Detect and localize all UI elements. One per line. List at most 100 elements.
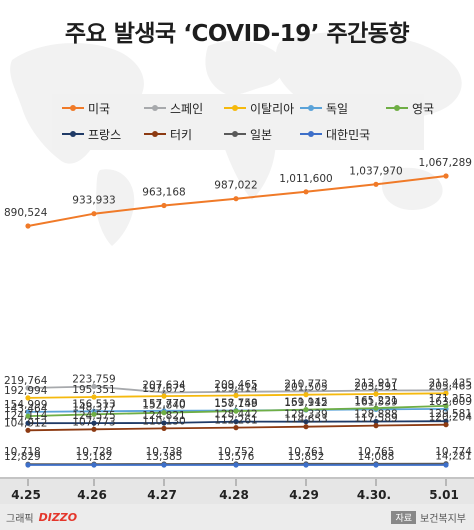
data-label: 10,761: [288, 446, 325, 458]
legend-label: 이탈리아: [250, 101, 295, 116]
legend-label: 터키: [170, 127, 193, 142]
data-label: 112,261: [214, 415, 257, 427]
data-point: [443, 403, 449, 409]
data-point: [25, 427, 31, 433]
data-point: [233, 392, 239, 399]
data-point: [91, 394, 97, 400]
data-label: 107,773: [72, 416, 115, 428]
data-label: 205,463: [429, 380, 472, 392]
x-tick-label: 4.28: [219, 488, 249, 502]
data-label: 13,852: [288, 451, 325, 463]
legend-item: 미국: [62, 100, 110, 116]
graphic-label: 그래픽: [6, 514, 34, 525]
data-point: [303, 462, 309, 468]
series-2: [25, 390, 449, 401]
legend-swatch: [144, 131, 166, 137]
legend-item: 터키: [144, 126, 192, 142]
data-label: 1,011,600: [279, 173, 332, 185]
data-label: 128,442: [214, 409, 257, 421]
data-label: 124,114: [4, 410, 48, 422]
data-point: [443, 390, 449, 396]
chart-legend: 미국 스페인 이탈리아 독일 영국 프랑스 터키 일본 대한민국: [52, 94, 434, 150]
data-label: 10,774: [435, 446, 472, 458]
legend-item: 이탈리아: [224, 100, 294, 116]
legend-label: 독일: [326, 101, 349, 116]
brand-logo: DIZZO: [38, 511, 78, 524]
data-label: 213,435: [429, 377, 472, 389]
data-label: 143,464: [4, 403, 48, 415]
x-axis-band: [0, 479, 474, 504]
source-tag: 자료: [391, 511, 416, 524]
data-label: 199,414: [214, 383, 258, 395]
data-label: 207,634: [142, 380, 186, 392]
data-point: [161, 393, 167, 399]
legend-swatch: [62, 105, 84, 111]
data-label: 195,351: [72, 384, 115, 396]
legend-swatch: [300, 131, 322, 137]
data-label: 14,088: [358, 451, 395, 463]
data-label: 163,009: [429, 396, 472, 408]
data-label: 10,718: [4, 446, 41, 458]
data-point: [373, 418, 379, 425]
data-label: 987,022: [214, 180, 257, 192]
data-label: 157,149: [214, 398, 257, 410]
legend-swatch: [224, 131, 246, 137]
data-label: 13,576: [218, 451, 255, 463]
x-tick-label: 5.01: [429, 488, 459, 502]
data-point: [303, 419, 309, 425]
data-point: [25, 462, 31, 468]
data-label: 110,130: [142, 415, 185, 427]
data-label: 223,759: [72, 374, 115, 386]
data-label: 128,888: [354, 409, 397, 421]
data-label: 219,764: [4, 375, 48, 387]
data-point: [25, 413, 31, 419]
legend-swatch: [144, 105, 166, 111]
data-point: [233, 389, 239, 395]
data-label: 197,675: [142, 383, 185, 395]
data-label: 192,994: [4, 385, 48, 397]
data-point: [161, 420, 167, 426]
data-point: [91, 411, 97, 417]
data-label: 159,912: [284, 397, 327, 409]
data-label: 14,281: [435, 451, 472, 463]
data-label: 124,575: [72, 410, 115, 422]
data-point: [233, 408, 239, 414]
data-point: [373, 181, 379, 187]
data-point: [25, 420, 31, 426]
data-point: [443, 462, 449, 468]
data-point: [91, 211, 97, 217]
x-tick-label: 4.30.: [357, 488, 391, 502]
data-label: 1,067,289: [419, 157, 472, 169]
legend-item: 독일: [300, 100, 348, 116]
data-label: 212,917: [354, 378, 397, 390]
data-point: [91, 420, 97, 426]
data-label: 10,738: [146, 446, 183, 458]
data-point: [161, 410, 167, 416]
data-point: [25, 223, 31, 229]
data-point: [161, 389, 167, 396]
footer-source: 자료 보건복지부: [391, 510, 466, 525]
page-title: 주요 발생국 ‘COVID-19’ 주간동향: [64, 21, 410, 47]
data-point: [233, 425, 239, 431]
data-label: 161,145: [284, 397, 327, 409]
data-label: 890,524: [4, 207, 48, 219]
data-label: 1,037,970: [349, 165, 402, 177]
series-0: [25, 173, 449, 229]
data-label: 13,385: [146, 451, 183, 463]
data-label: 171,253: [429, 393, 472, 405]
data-label: 124,821: [142, 410, 185, 422]
data-label: 13,182: [76, 451, 113, 463]
data-point: [443, 422, 449, 428]
data-point: [91, 462, 97, 468]
data-label: 120,204: [429, 412, 473, 424]
data-label: 158,758: [214, 398, 257, 410]
data-label: 114,653: [284, 414, 327, 426]
data-label: 152,840: [142, 400, 185, 412]
data-point: [161, 462, 167, 468]
data-label: 209,465: [214, 379, 257, 391]
legend-item: 영국: [386, 100, 434, 116]
source-name: 보건복지부: [420, 514, 466, 525]
data-label: 161,539: [354, 396, 397, 408]
data-label: 933,933: [72, 195, 115, 207]
